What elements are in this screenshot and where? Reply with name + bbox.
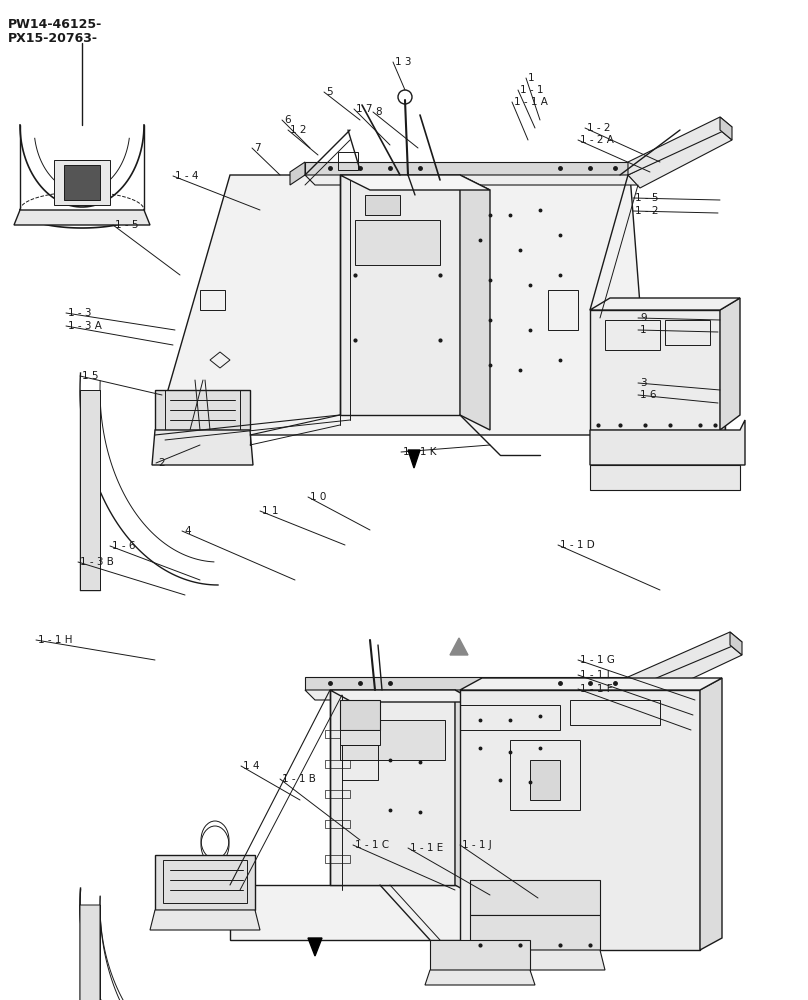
Text: 1 3: 1 3 (395, 57, 411, 67)
Text: 5: 5 (326, 87, 333, 97)
Polygon shape (628, 632, 742, 690)
Text: 1 - 5: 1 - 5 (115, 220, 138, 230)
Polygon shape (340, 700, 380, 730)
Text: 1 - 2 A: 1 - 2 A (580, 135, 614, 145)
Polygon shape (330, 690, 477, 702)
Polygon shape (460, 678, 722, 690)
Polygon shape (155, 390, 250, 430)
Text: 1 - 1 C: 1 - 1 C (355, 840, 389, 850)
Text: 1 - 3 B: 1 - 3 B (80, 557, 114, 567)
Polygon shape (628, 645, 742, 703)
Polygon shape (470, 880, 600, 915)
Text: 1 - 1 J: 1 - 1 J (462, 840, 492, 850)
Text: 1 4: 1 4 (243, 761, 259, 771)
Polygon shape (365, 195, 400, 215)
Polygon shape (150, 910, 260, 930)
Polygon shape (408, 450, 420, 468)
Polygon shape (340, 720, 445, 760)
Polygon shape (425, 970, 535, 985)
Text: 1 - 1 D: 1 - 1 D (560, 540, 595, 550)
Text: 1 - 5: 1 - 5 (635, 193, 659, 203)
Polygon shape (80, 390, 100, 590)
Text: PW14-46125-: PW14-46125- (8, 18, 103, 31)
Polygon shape (590, 420, 745, 465)
Polygon shape (305, 690, 638, 700)
Text: 1 - 1 H: 1 - 1 H (38, 635, 73, 645)
Text: 1: 1 (640, 325, 646, 335)
Text: 7: 7 (254, 143, 261, 153)
Polygon shape (460, 690, 700, 950)
Text: 1 - 3: 1 - 3 (68, 308, 91, 318)
Polygon shape (340, 175, 460, 415)
Polygon shape (700, 678, 722, 950)
Polygon shape (305, 677, 628, 690)
Text: 1 - 1 L: 1 - 1 L (580, 670, 612, 680)
Polygon shape (465, 950, 605, 970)
Text: 1 - 1 G: 1 - 1 G (580, 655, 615, 665)
Polygon shape (430, 940, 530, 970)
Polygon shape (14, 210, 150, 225)
Text: 1: 1 (528, 73, 535, 83)
Text: 1 2: 1 2 (290, 125, 306, 135)
Text: 4: 4 (184, 526, 191, 536)
Text: 1 - 1 E: 1 - 1 E (410, 843, 444, 853)
Polygon shape (290, 162, 305, 185)
Text: 2: 2 (158, 458, 165, 468)
Polygon shape (628, 117, 732, 175)
Polygon shape (152, 430, 253, 465)
Polygon shape (470, 915, 600, 950)
Polygon shape (340, 730, 380, 745)
Polygon shape (730, 632, 742, 655)
Polygon shape (460, 175, 490, 430)
Text: 1 - 1 A: 1 - 1 A (514, 97, 548, 107)
Polygon shape (455, 690, 477, 897)
Polygon shape (530, 760, 560, 800)
Text: 1 - 2: 1 - 2 (635, 206, 659, 216)
Text: 3: 3 (640, 378, 646, 388)
Polygon shape (305, 162, 628, 175)
Polygon shape (720, 117, 732, 140)
Polygon shape (54, 160, 110, 205)
Text: 1 - 1 B: 1 - 1 B (282, 774, 316, 784)
Polygon shape (355, 220, 440, 265)
Circle shape (398, 90, 412, 104)
Text: 1 6: 1 6 (640, 390, 656, 400)
Polygon shape (80, 905, 100, 1000)
Text: 1 5: 1 5 (82, 371, 99, 381)
Polygon shape (590, 465, 740, 490)
Text: 1 0: 1 0 (310, 492, 326, 502)
Polygon shape (628, 130, 732, 188)
Polygon shape (590, 298, 740, 310)
Text: 1 - 1 K: 1 - 1 K (403, 447, 436, 457)
Polygon shape (80, 905, 100, 1000)
Text: 1 - 6: 1 - 6 (112, 541, 136, 551)
Text: 1 - 3 A: 1 - 3 A (68, 321, 102, 331)
Text: 1 7: 1 7 (356, 104, 372, 114)
Text: 6: 6 (284, 115, 291, 125)
Text: PX15-20763-: PX15-20763- (8, 32, 98, 45)
Polygon shape (308, 938, 322, 956)
Polygon shape (450, 638, 468, 655)
Polygon shape (64, 165, 100, 200)
Polygon shape (330, 690, 455, 885)
Text: 8: 8 (375, 107, 381, 117)
Text: 1 - 2: 1 - 2 (587, 123, 611, 133)
Polygon shape (720, 298, 740, 430)
Text: 1 - 1 F: 1 - 1 F (580, 684, 612, 694)
Polygon shape (230, 885, 640, 940)
Polygon shape (155, 855, 255, 910)
Text: 1 - 1: 1 - 1 (520, 85, 544, 95)
Text: 1 - 4: 1 - 4 (175, 171, 199, 181)
Polygon shape (708, 330, 725, 465)
Text: 1 1: 1 1 (262, 506, 279, 516)
Polygon shape (155, 175, 650, 435)
Polygon shape (305, 175, 638, 185)
Text: 9: 9 (640, 313, 646, 323)
Polygon shape (340, 175, 490, 190)
Polygon shape (590, 310, 720, 430)
